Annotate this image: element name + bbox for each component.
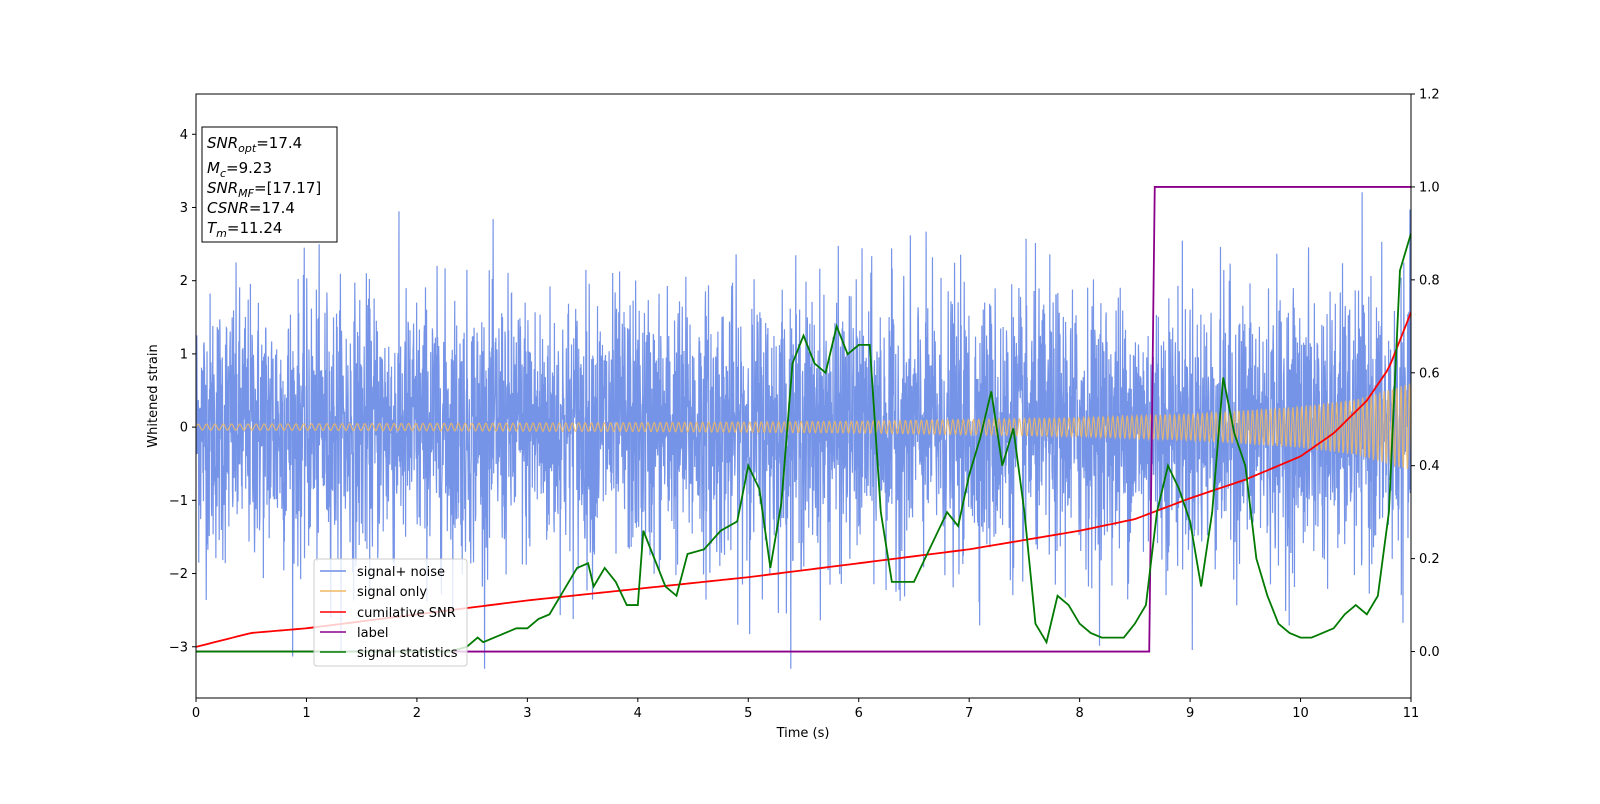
info-tm: Tm=11.24 <box>207 219 282 240</box>
x-tick-label: 11 <box>1403 706 1420 721</box>
x-tick-label: 6 <box>855 706 863 721</box>
y-axis-label: Whitened strain <box>146 344 161 447</box>
x-tick-label: 3 <box>523 706 531 721</box>
y-tick-label: 3 <box>180 201 188 216</box>
y-tick-label: −2 <box>169 567 188 582</box>
x-tick-label: 4 <box>634 706 642 721</box>
info-box: SNRopt=17.4 Mc=9.23 SNRMF=[17.17] CSNR=1… <box>201 126 338 243</box>
series-signal-only-line <box>196 383 1411 469</box>
y2-tick-label: 0.2 <box>1419 552 1440 567</box>
y-tick-label: 0 <box>180 421 188 436</box>
x-tick-label: 9 <box>1186 706 1194 721</box>
y2-tick-label: 1.0 <box>1419 180 1440 195</box>
plot-frame <box>195 93 1412 699</box>
legend-entry-signal-only: signal only <box>357 585 427 600</box>
x-tick-label: 2 <box>413 706 421 721</box>
x-axis: 0 1 2 3 4 5 6 7 8 9 10 11 <box>192 698 1419 721</box>
info-mc: Mc=9.23 <box>207 159 272 180</box>
x-tick-label: 5 <box>744 706 752 721</box>
x-tick-label: 10 <box>1292 706 1309 721</box>
info-snr-mf: SNRMF=[17.17] <box>207 179 321 200</box>
info-csnr: CSNR=17.4 <box>207 199 295 217</box>
y-tick-label: 2 <box>180 274 188 289</box>
series-signal-statistics-line <box>196 233 1411 653</box>
y2-tick-label: 0.4 <box>1419 459 1440 474</box>
x-axis-label: Time (s) <box>776 726 830 741</box>
y-tick-label: 1 <box>180 347 188 362</box>
x-tick-label: 7 <box>965 706 973 721</box>
x-tick-label: 1 <box>302 706 310 721</box>
legend-entry-signal-statistics: signal statistics <box>357 646 458 661</box>
y2-tick-label: 0.8 <box>1419 273 1440 288</box>
y-tick-label: −3 <box>169 640 188 655</box>
y-tick-label: 4 <box>180 128 188 143</box>
x-tick-label: 8 <box>1075 706 1083 721</box>
legend: signal+ noise signal only cumilative SNR… <box>313 558 468 667</box>
x-tick-label: 0 <box>192 706 200 721</box>
y2-tick-label: 0.0 <box>1419 645 1440 660</box>
series-label-line <box>196 186 1411 653</box>
y2-tick-label: 1.2 <box>1419 88 1440 103</box>
y2-tick-label: 0.6 <box>1419 366 1440 381</box>
info-snr-opt: SNRopt=17.4 <box>207 134 302 155</box>
legend-entry-cumulative-snr: cumilative SNR <box>357 606 456 621</box>
y-tick-label: −1 <box>169 494 188 509</box>
y-axis-right: 0.0 0.2 0.4 0.6 0.8 1.0 1.2 <box>1411 88 1440 660</box>
legend-entry-label: label <box>357 626 388 641</box>
series-signal-noise-line <box>196 192 1411 669</box>
legend-entry-signal-noise: signal+ noise <box>357 565 445 580</box>
y-axis-left: −3 −2 −1 0 1 2 3 4 <box>169 128 196 655</box>
